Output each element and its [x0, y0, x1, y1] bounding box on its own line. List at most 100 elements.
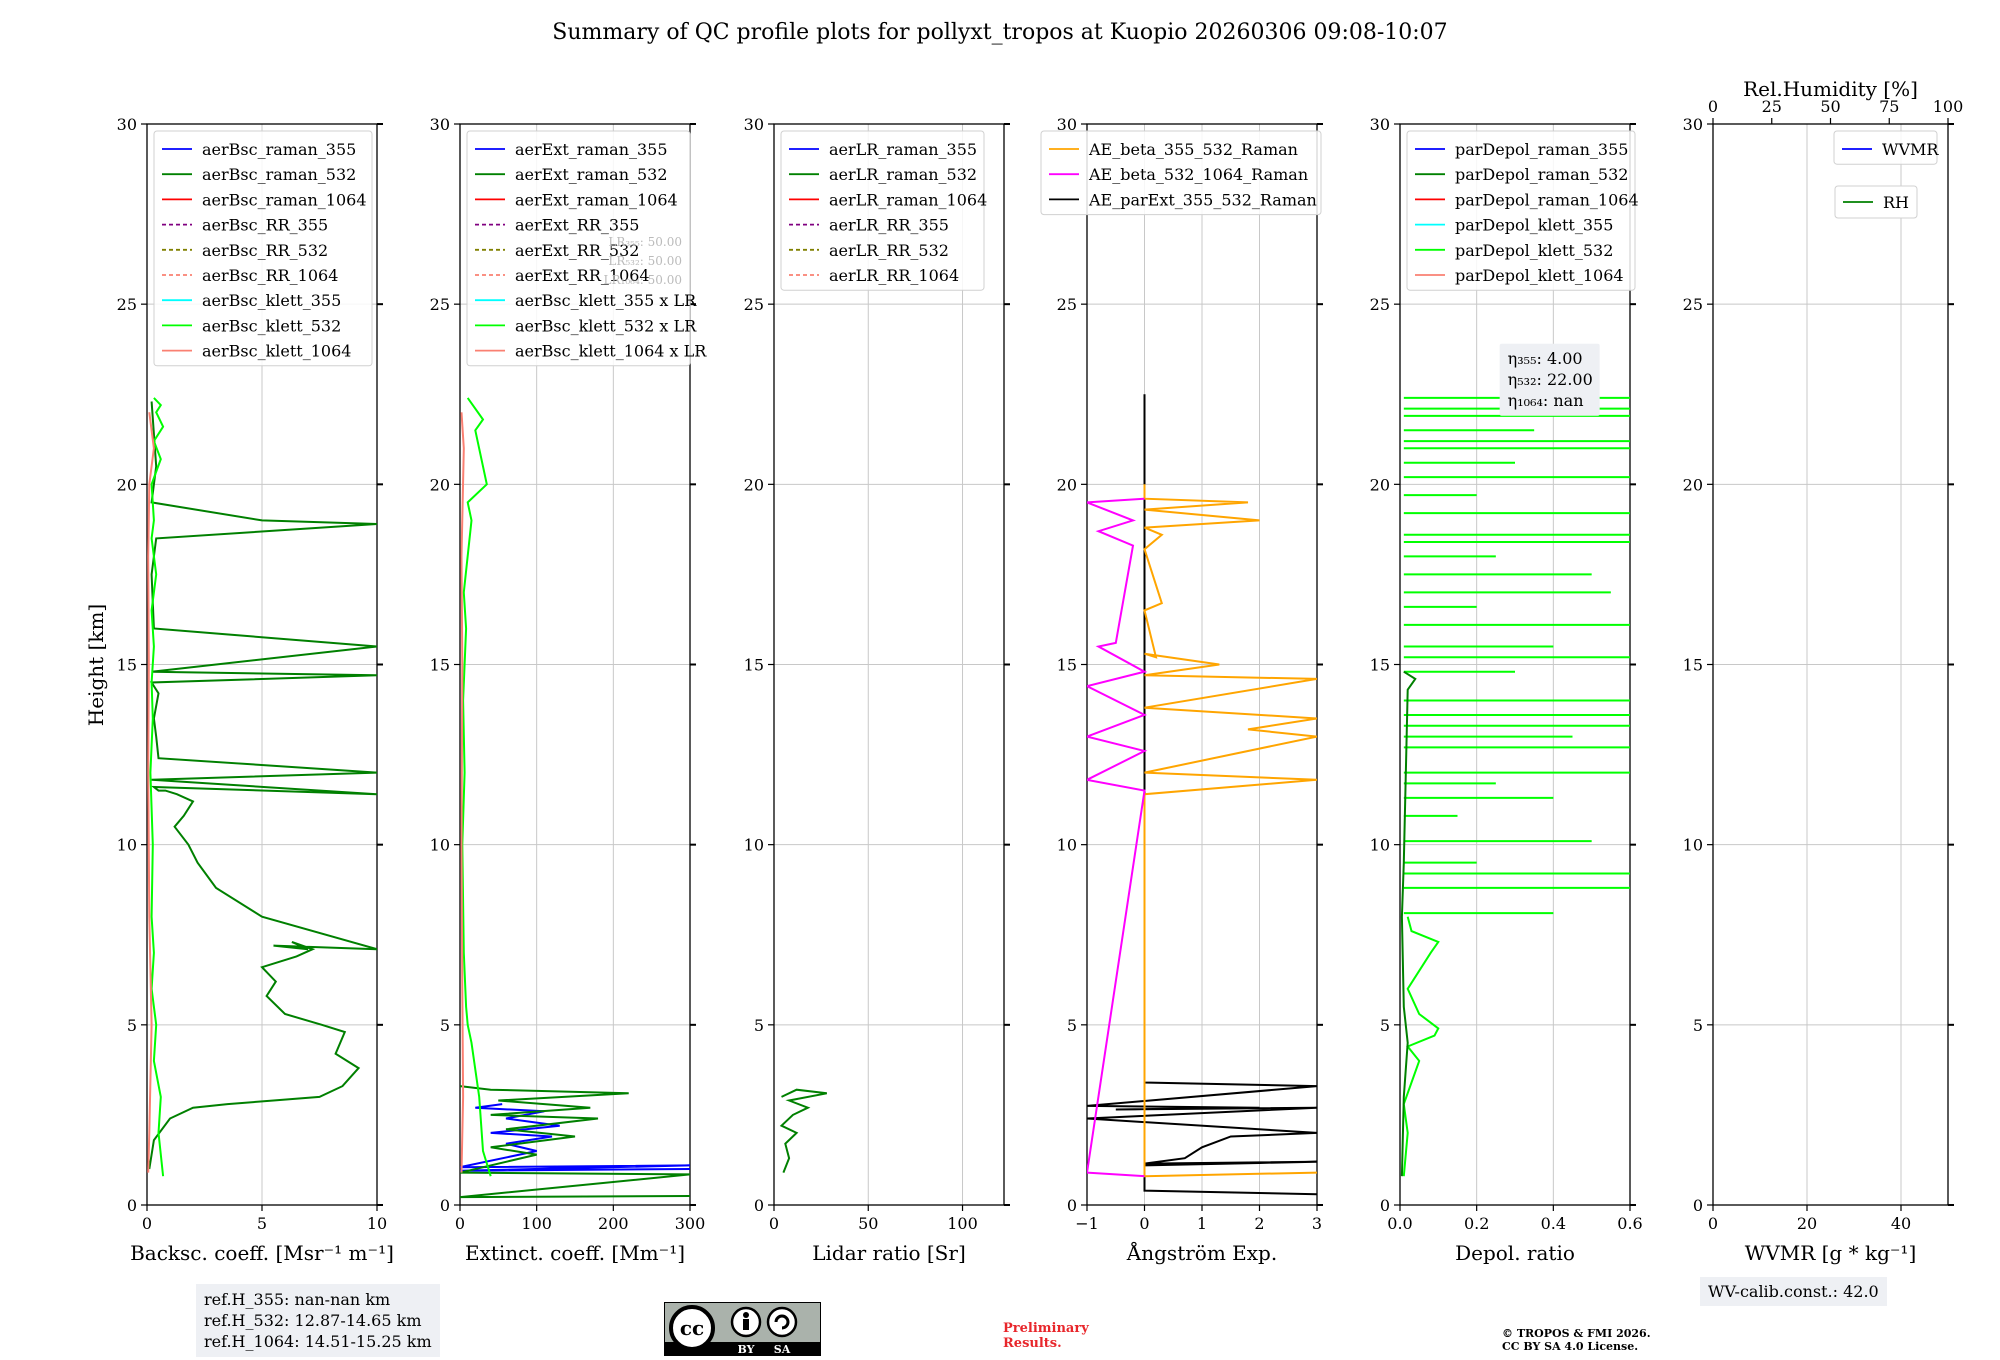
y-tick-label: 25	[744, 295, 764, 314]
legend-label: aerBsc_raman_532	[202, 165, 356, 184]
preliminary-line-1: Preliminary	[1003, 1321, 1089, 1336]
eta-label: η₅₃₂: 22.00	[1508, 370, 1593, 389]
x-tick-label: 0	[1139, 1214, 1149, 1233]
legend-label: aerLR_RR_532	[829, 241, 949, 260]
x-tick-label: 0	[769, 1214, 779, 1233]
x-tick-label: −1	[1075, 1214, 1099, 1233]
x-tick-label: 100	[947, 1214, 978, 1233]
legend2-box	[1834, 185, 1918, 219]
legend-label: AE_beta_355_532_Raman	[1088, 140, 1298, 159]
y-tick-label: 25	[1683, 295, 1703, 314]
legend-box	[1406, 130, 1636, 291]
legend-box	[153, 130, 373, 367]
y-tick-label: 0	[754, 1196, 764, 1215]
data-layer	[147, 397, 377, 1177]
x-tick-label: 40	[1891, 1214, 1911, 1233]
reference-height-box: ref.H_355: nan-nan km ref.H_532: 12.87-1…	[196, 1284, 440, 1357]
x-axis-label: Backsc. coeff. [Msr⁻¹ m⁻¹]	[130, 1241, 394, 1265]
legend-box	[466, 130, 691, 367]
legend-label: aerExt_raman_1064	[515, 190, 678, 209]
copyright-line-2: CC BY SA 4.0 License.	[1502, 1340, 1639, 1353]
y-tick-label: 5	[440, 1016, 450, 1035]
x-tick-label: 0	[455, 1214, 465, 1233]
legend-label: aerBsc_klett_355 x LR	[515, 291, 697, 310]
y-tick-label: 30	[1683, 115, 1703, 134]
legend: aerBsc_raman_355 aerBsc_raman_532 aerBsc_r…	[153, 130, 373, 367]
legend: parDepol_raman_355 parDepol_raman_532 parD…	[1406, 130, 1639, 291]
x-axis-label: Depol. ratio	[1455, 1241, 1575, 1265]
legend-box	[1833, 130, 1938, 165]
y-tick-label: 25	[117, 295, 137, 314]
series-aerBsc_raman_532	[148, 401, 377, 1170]
lidar-ratio-label: LR₁₀₆₄: 50.00	[604, 273, 682, 287]
y-tick-label: 20	[1057, 475, 1077, 494]
series-aerBsc_klett_1064 x LR	[460, 412, 465, 1173]
series-AE_parExt_355_532_Raman	[1087, 394, 1317, 1196]
y-tick-label: 30	[117, 115, 137, 134]
series-aerBsc_klett_532	[149, 397, 165, 1177]
legend-label: aerBsc_RR_1064	[202, 266, 338, 285]
legend-label: WVMR	[1882, 140, 1939, 159]
series-aerBsc_klett_1064	[147, 412, 155, 1173]
x-tick-label: 10	[367, 1214, 387, 1233]
legend-label: aerBsc_klett_355	[202, 291, 341, 310]
panel-depol: 0.0 0.2 0.4 0.6 0 5 10 15 20 25 30 Depol. ratio parD…	[1370, 115, 1643, 1265]
x-tick-label: 0.0	[1387, 1214, 1412, 1233]
y-tick-label: 25	[1370, 295, 1390, 314]
legend-label: AE_parExt_355_532_Raman	[1088, 190, 1317, 209]
x-axis-label: WVMR [g * kg⁻¹]	[1745, 1241, 1917, 1265]
top-x-tick-label: 100	[1933, 97, 1964, 116]
legend-label: aerBsc_klett_532	[202, 316, 341, 335]
refbox-line-355: ref.H_355: nan-nan km	[204, 1290, 391, 1309]
legend-label: parDepol_raman_532	[1455, 165, 1628, 184]
y-tick-label: 15	[117, 656, 137, 675]
series-AE_beta_532_1064_Raman	[1087, 497, 1148, 1178]
y-tick-label: 10	[1370, 836, 1390, 855]
top-x-tick-label: 50	[1820, 97, 1840, 116]
y-tick-label: 0	[127, 1196, 137, 1215]
copyright-line-1: © TROPOS & FMI 2026.	[1502, 1327, 1651, 1340]
legend-label: aerBsc_klett_1064 x LR	[515, 342, 707, 361]
x-tick-label: 3	[1312, 1214, 1322, 1233]
y-tick-label: 30	[430, 115, 450, 134]
legend-label: aerExt_RR_355	[515, 216, 639, 235]
y-tick-label: 20	[117, 475, 137, 494]
page-title: Summary of QC profile plots for pollyxt_…	[552, 20, 1448, 45]
y-tick-label: 10	[1683, 836, 1703, 855]
data-layer	[1400, 396, 1630, 1177]
series-parDepol_klett_532	[1402, 916, 1440, 1177]
lidar-ratio-label: LR₃₅₅: 50.00	[608, 235, 682, 249]
eta-label: η₃₅₅: 4.00	[1508, 349, 1583, 368]
legend-label: parDepol_klett_532	[1455, 241, 1613, 260]
y-tick-label: 5	[1380, 1016, 1390, 1035]
y-tick-label: 20	[1370, 475, 1390, 494]
y-tick-label: 5	[127, 1016, 137, 1035]
legend-label: aerLR_RR_1064	[829, 266, 959, 285]
x-tick-label: 20	[1797, 1214, 1817, 1233]
legend-label: aerBsc_raman_355	[202, 140, 356, 159]
y-tick-label: 5	[1067, 1016, 1077, 1035]
refbox-line-1064: ref.H_1064: 14.51-15.25 km	[204, 1332, 432, 1351]
legend-label: parDepol_klett_1064	[1455, 266, 1624, 285]
y-tick-label: 10	[1057, 836, 1077, 855]
lidar-ratio-label: LR₅₃₂: 50.00	[608, 254, 682, 268]
x-tick-label: 0.2	[1464, 1214, 1489, 1233]
panel-bsc: 0 5 10 0 5 10 15 20 25 30 Backsc. coeff. [Msr⁻¹ m⁻…	[117, 115, 394, 1265]
wv-calibration-box: WV-calib.const.: 42.0	[1700, 1277, 1887, 1306]
legend: WVMR RH	[1833, 130, 1939, 219]
y-tick-label: 15	[1370, 656, 1390, 675]
x-tick-label: 0.6	[1617, 1214, 1642, 1233]
legend-label: parDepol_raman_1064	[1455, 190, 1639, 209]
y-tick-label: 0	[1067, 1196, 1077, 1215]
legend-label: parDepol_klett_355	[1455, 216, 1613, 235]
preliminary-notice: Preliminary Results.	[1003, 1321, 1089, 1351]
x-axis-label: Extinct. coeff. [Mm⁻¹]	[465, 1241, 685, 1265]
data-layer	[460, 397, 690, 1199]
y-tick-label: 0	[1380, 1196, 1390, 1215]
x-tick-label: 2	[1254, 1214, 1264, 1233]
y-tick-label: 15	[744, 656, 764, 675]
series-aerExt_raman_532	[460, 1085, 690, 1199]
x-tick-label: 50	[858, 1214, 878, 1233]
